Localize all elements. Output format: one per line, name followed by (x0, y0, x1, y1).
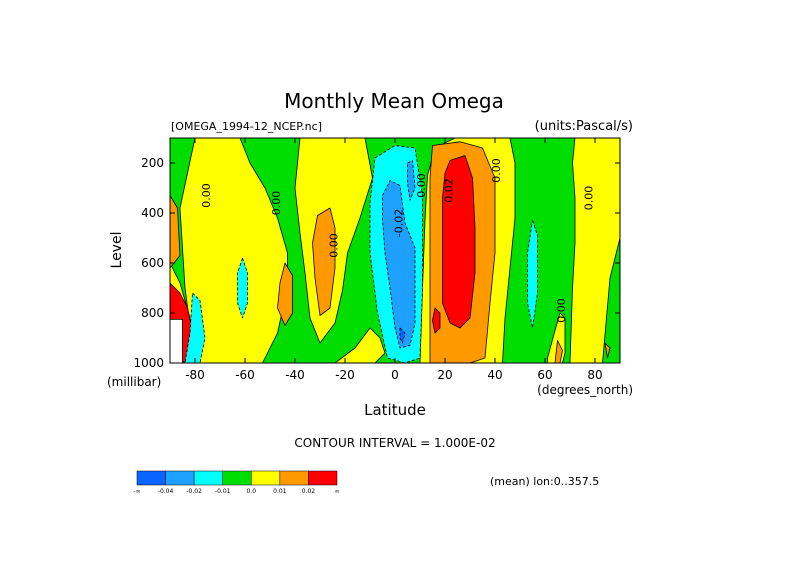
source-file-label: [OMEGA_1994-12_NCEP.nc] (171, 120, 322, 133)
colorbar-swatch (308, 470, 338, 486)
colorbar-label: -0.02 (186, 488, 202, 495)
contour-label: -0.02 (393, 209, 406, 237)
contour-region (399, 327, 406, 344)
contour-region (184, 292, 206, 363)
contour-label: 0.00 (270, 191, 283, 216)
colorbar-swatch (222, 470, 252, 486)
contour-region (382, 180, 416, 349)
contour-interval-text: CONTOUR INTERVAL = 1.000E-02 (294, 436, 495, 450)
colorbar-label: ∞ (335, 488, 340, 495)
contour-region (170, 318, 183, 363)
x-axis-unit: (degrees_north) (537, 383, 633, 397)
contour-region (237, 257, 248, 319)
colorbar-swatch (136, 470, 166, 486)
axis-ticks: -80 -60 -40 -20 0 20 40 60 80 200 400 600 800 1000 (133, 138, 620, 382)
mean-longitude-text: (mean) lon:0..357.5 (490, 475, 599, 488)
units-label: (units:Pascal/s) (535, 119, 633, 134)
x-tick-label: 40 (487, 368, 502, 382)
contour-region (312, 207, 336, 316)
colorbar-swatch (165, 470, 195, 486)
y-tick-label: 1000 (133, 356, 164, 370)
chart-title: Monthly Mean Omega (284, 89, 504, 113)
contour-region (569, 138, 620, 363)
colorbar-label: -0.01 (215, 488, 231, 495)
contour-label: 0.00 (328, 233, 341, 258)
y-axis-label: Level (109, 232, 125, 269)
plot-area (170, 138, 620, 363)
contour-label: 0.00 (415, 173, 428, 198)
y-tick-label: 200 (141, 156, 164, 170)
contour-region (277, 262, 293, 326)
x-tick-label: 80 (587, 368, 602, 382)
x-tick-label: 0 (391, 368, 399, 382)
contour-label: 0.02 (443, 178, 456, 203)
x-tick-label: -40 (285, 368, 305, 382)
contour-region (170, 195, 181, 269)
colorbar: -∞ -0.04 -0.02 -0.01 0.0 0.01 0.02 ∞ (133, 470, 340, 495)
y-tick-label: 600 (141, 256, 164, 270)
contour-region (407, 160, 416, 201)
x-tick-label: 20 (437, 368, 452, 382)
contour-label: 0.00 (583, 186, 596, 211)
x-tick-label: 60 (537, 368, 552, 382)
contour-region (527, 220, 538, 329)
y-tick-label: 400 (141, 206, 164, 220)
colorbar-label: -∞ (133, 488, 140, 495)
colorbar-swatch (193, 470, 223, 486)
colorbar-label: 0.0 (247, 488, 257, 495)
contour-label: 0.00 (200, 183, 213, 208)
contour-regions (170, 138, 620, 363)
contour-label: 0.00 (555, 298, 568, 323)
contour-labels: 0.00 0.00 0.00 -0.02 0.00 0.02 0.00 0.00 0.00 (200, 158, 596, 323)
x-tick-label: -60 (235, 368, 255, 382)
y-axis-unit: (millibar) (107, 375, 161, 389)
contour-region (334, 327, 386, 363)
colorbar-label: -0.04 (158, 488, 174, 495)
contour-region (442, 155, 476, 329)
contour-region (432, 307, 441, 334)
contour-region (604, 342, 611, 359)
x-axis-label: Latitude (364, 401, 426, 419)
colorbar-swatch (251, 470, 281, 486)
colorbar-label: 0.01 (273, 488, 287, 495)
x-tick-label: -20 (335, 368, 355, 382)
colorbar-label: 0.02 (302, 488, 316, 495)
contour-label: 0.00 (490, 158, 503, 183)
colorbar-swatch (279, 470, 309, 486)
contour-region (554, 340, 563, 363)
y-tick-label: 800 (141, 306, 164, 320)
x-tick-label: -80 (185, 368, 205, 382)
